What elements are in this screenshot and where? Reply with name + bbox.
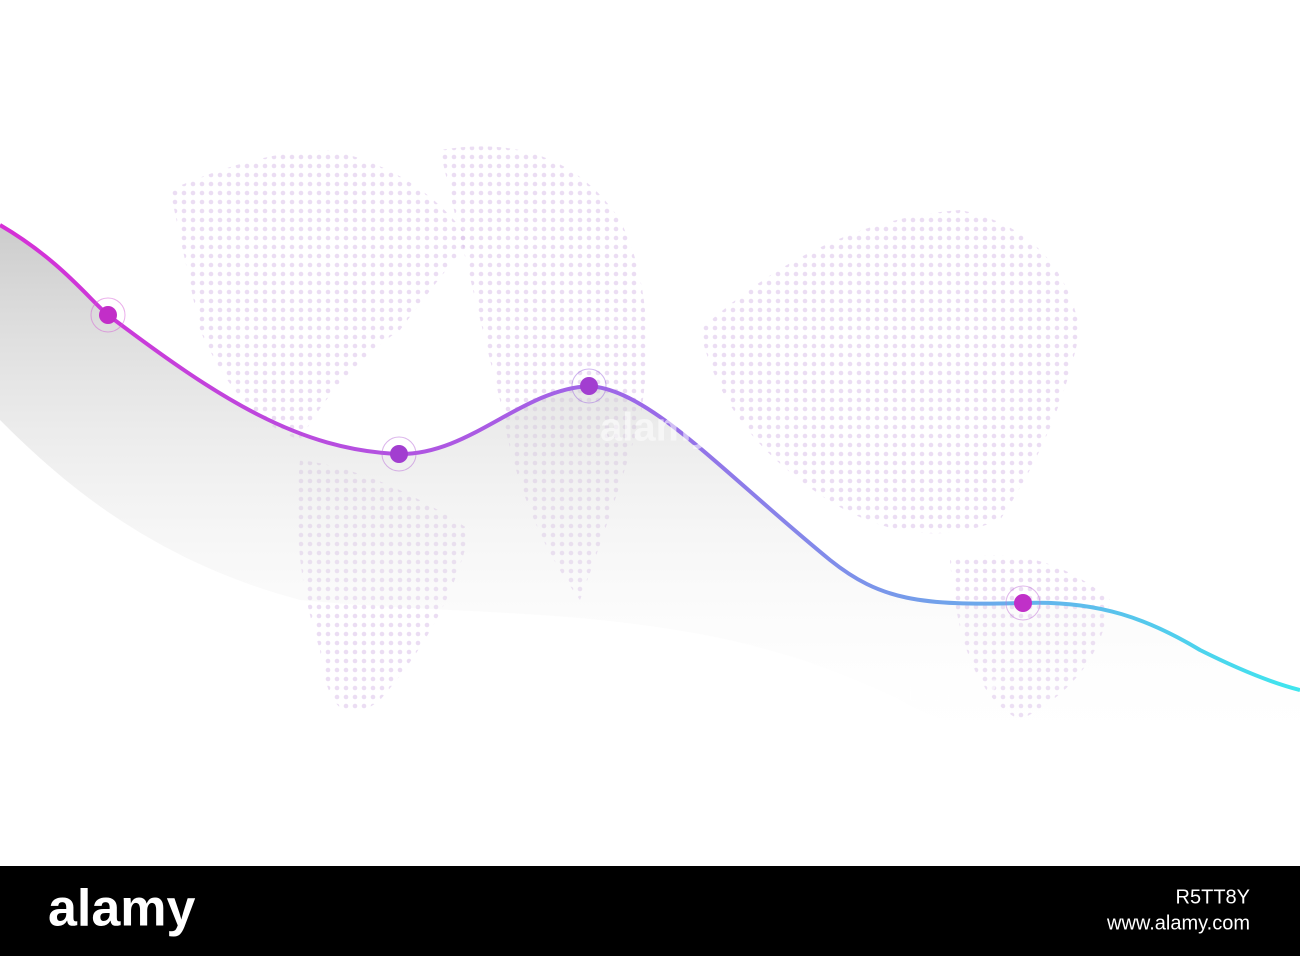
image-id: R5TT8Y xyxy=(1176,886,1250,908)
url: www.alamy.com xyxy=(1106,912,1250,934)
watermark: alamy xyxy=(885,666,999,710)
watermark: alamy xyxy=(600,406,714,450)
trend-curve xyxy=(0,223,1300,692)
brand: alamy xyxy=(48,880,196,938)
shadow xyxy=(0,225,1300,760)
trend-points xyxy=(90,297,1041,621)
footer-bar xyxy=(0,866,1300,956)
